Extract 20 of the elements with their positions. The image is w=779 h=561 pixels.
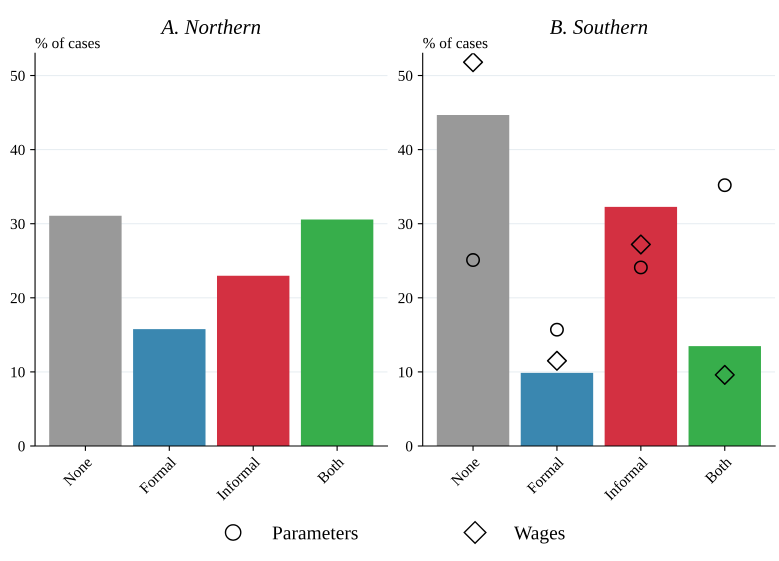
y-axis-title: % of cases (423, 37, 488, 48)
y-tick-label: 40 (10, 144, 25, 156)
x-tick-label: Both (316, 456, 345, 484)
y-tick-label: 50 (10, 70, 25, 81)
x-tick-label: Both (704, 456, 732, 484)
y-tick-label: 20 (10, 292, 25, 304)
y-axis-title: % of cases (36, 37, 100, 48)
y-tick-label: 20 (398, 292, 412, 304)
legend-label: Wages (514, 526, 565, 544)
chart-title: A. Northern (160, 19, 260, 34)
chart-title: B. Southern (550, 19, 648, 34)
y-tick-label: 10 (11, 367, 25, 378)
y-tick-label: 30 (10, 218, 25, 230)
y-tick-label: 0 (406, 441, 412, 452)
y-tick-label: 50 (398, 70, 412, 81)
y-tick-label: 30 (398, 218, 412, 230)
legend-label: Parameters (272, 526, 358, 540)
y-tick-label: 0 (18, 441, 25, 452)
y-tick-label: 40 (398, 144, 412, 156)
y-tick-label: 10 (399, 367, 412, 378)
